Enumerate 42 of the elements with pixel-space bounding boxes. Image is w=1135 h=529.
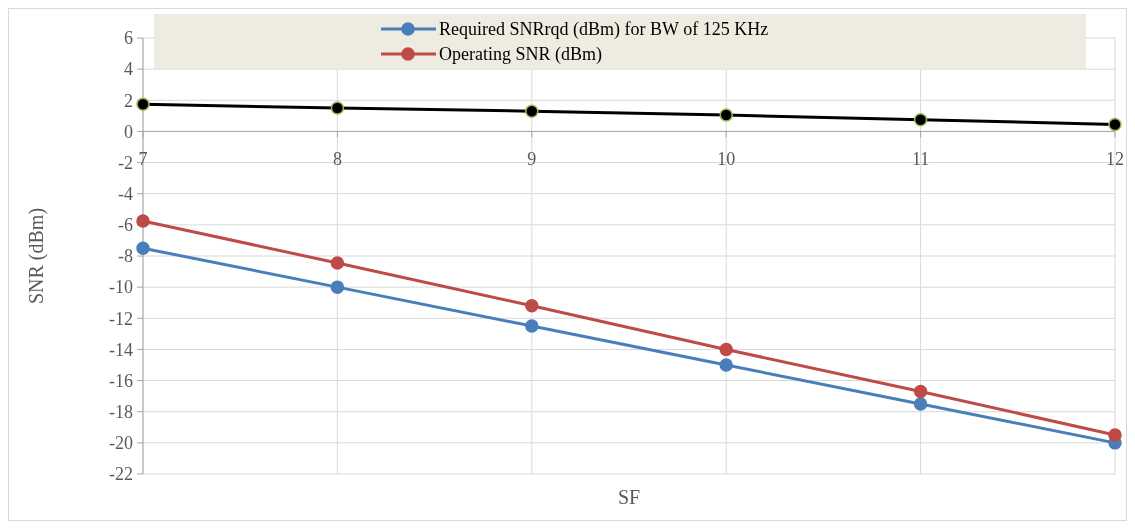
point — [330, 256, 345, 270]
point — [1108, 117, 1122, 132]
x-axis-title: SF — [617, 486, 641, 508]
y-tick-label: -20 — [109, 433, 133, 454]
y-tick-label: -10 — [109, 277, 133, 298]
point — [913, 397, 928, 411]
point — [136, 214, 150, 228]
y-tick-label: -6 — [118, 215, 133, 236]
y-tick-label: -4 — [118, 184, 133, 205]
y-tick-label: 6 — [124, 28, 133, 49]
x-tick-label: 7 — [138, 149, 148, 170]
point — [719, 342, 733, 357]
y-tick-label: -12 — [109, 308, 133, 329]
point — [1108, 428, 1122, 442]
legend-label: Required SNRrqd (dBm) for BW of 125 KHz — [439, 19, 769, 40]
y-tick-label: 0 — [124, 121, 133, 142]
x-tick-label: 8 — [332, 149, 342, 170]
point — [525, 319, 539, 333]
point — [136, 97, 150, 111]
x-tick-label: 10 — [717, 149, 736, 170]
point — [136, 241, 150, 255]
y-tick-label: -8 — [118, 246, 133, 267]
y-tick-label: 2 — [124, 90, 133, 111]
x-tick-label: 12 — [1106, 149, 1124, 170]
x-tick-label: 11 — [911, 149, 930, 170]
y-tick-label: -14 — [109, 339, 133, 360]
point — [913, 384, 928, 399]
y-tick-label: -18 — [109, 402, 133, 423]
point — [330, 280, 345, 294]
point — [330, 101, 345, 115]
legend-label: Operating SNR (dBm) — [439, 44, 602, 65]
y-tick-label: -16 — [109, 370, 133, 391]
point — [913, 113, 928, 127]
y-tick-label: -22 — [109, 464, 133, 485]
point — [525, 299, 539, 313]
y-tick-label: 4 — [124, 59, 133, 80]
point — [719, 108, 733, 122]
x-tick-label: 9 — [527, 149, 537, 170]
point — [525, 104, 539, 118]
y-axis-title: SNR (dBm) — [25, 207, 48, 305]
point — [719, 358, 733, 372]
y-tick-label: -2 — [118, 152, 133, 173]
